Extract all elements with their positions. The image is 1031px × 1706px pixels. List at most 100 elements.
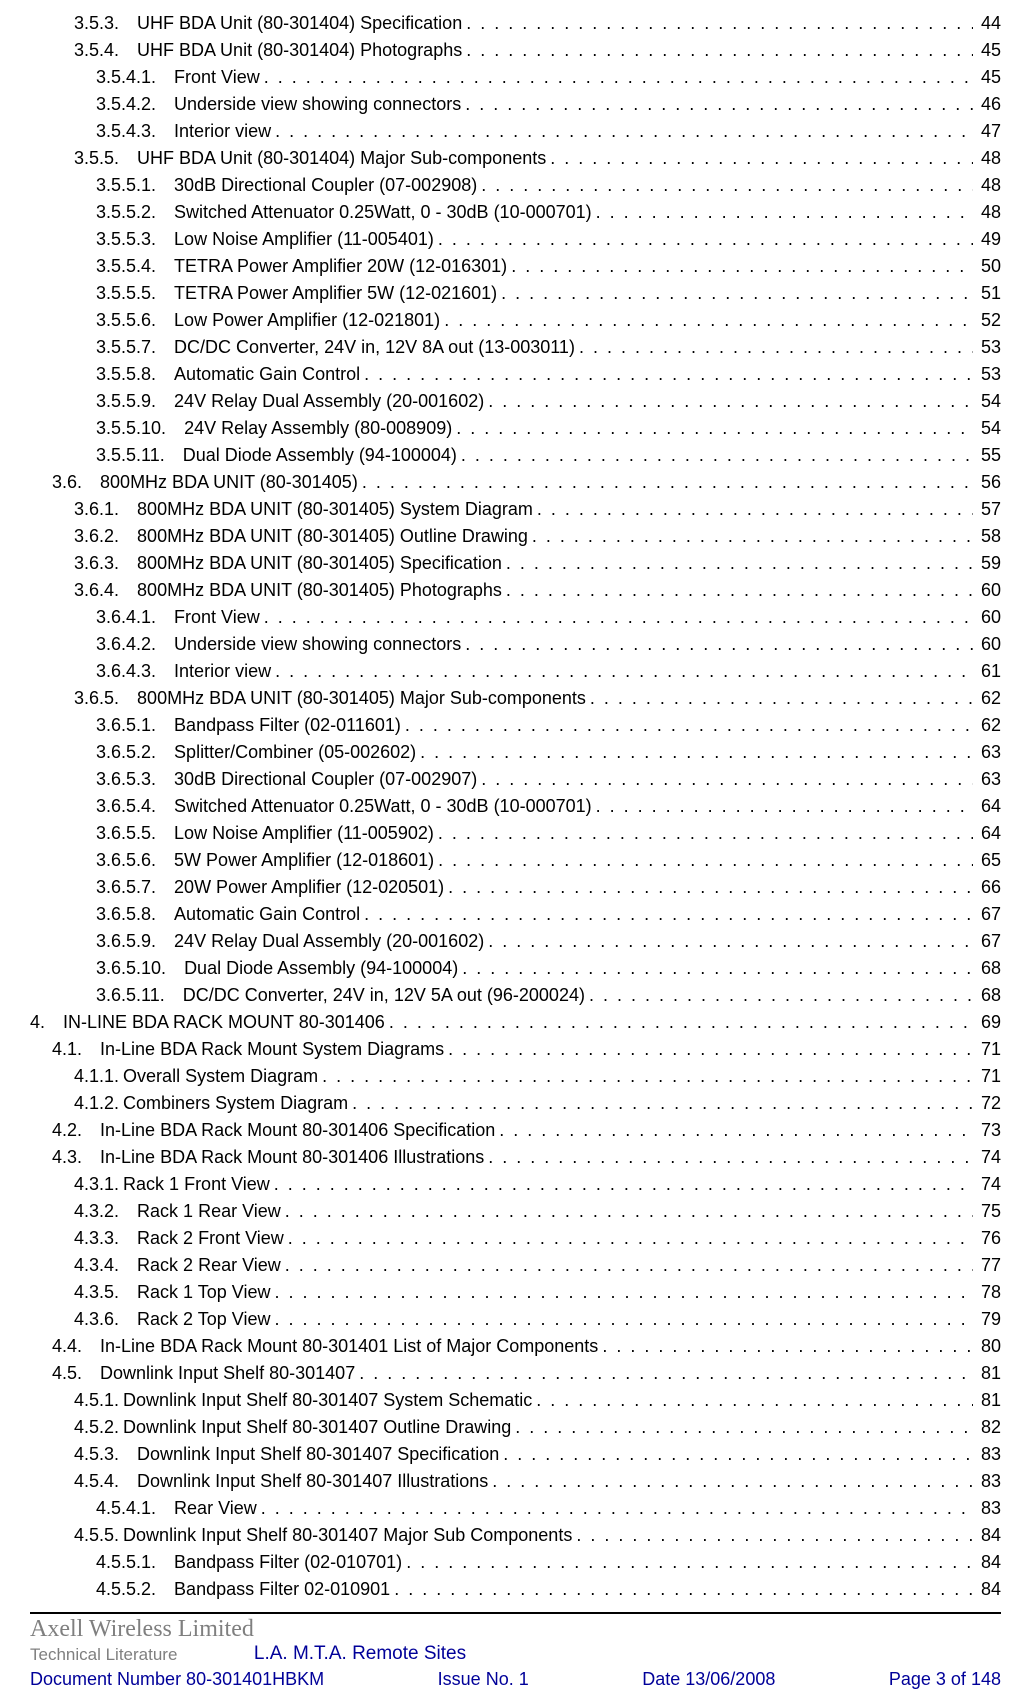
toc-entry: 3.6.2.800MHz BDA UNIT (80-301405) Outlin… xyxy=(74,523,1001,549)
toc-number: 4.3.4. xyxy=(74,1252,119,1278)
toc-leader-dots: . . . . . . . . . . . . . . . . . . . . … xyxy=(461,442,973,468)
toc-title: Interior view xyxy=(174,658,271,684)
toc-leader-dots: . . . . . . . . . . . . . . . . . . . . … xyxy=(576,1522,973,1548)
toc-entry: 3.5.5.7.DC/DC Converter, 24V in, 12V 8A … xyxy=(96,334,1001,360)
toc-number: 3.5.5.3. xyxy=(96,226,156,252)
toc-entry: 3.6.5.4.Switched Attenuator 0.25Watt, 0 … xyxy=(96,793,1001,819)
toc-page-number: 71 xyxy=(977,1063,1001,1089)
toc-leader-dots: . . . . . . . . . . . . . . . . . . . . … xyxy=(322,1063,973,1089)
toc-number: 4.5.4.1. xyxy=(96,1495,156,1521)
toc-number: 3.6.5.9. xyxy=(96,928,156,954)
toc-entry: 3.5.5.5.TETRA Power Amplifier 5W (12-021… xyxy=(96,280,1001,306)
toc-entry: 3.6.4.1.Front View. . . . . . . . . . . … xyxy=(96,604,1001,630)
toc-number: 3.6.5.10. xyxy=(96,955,166,981)
toc-page-number: 84 xyxy=(977,1522,1001,1548)
toc-leader-dots: . . . . . . . . . . . . . . . . . . . . … xyxy=(420,739,973,765)
toc-entry: 3.5.5.11.Dual Diode Assembly (94-100004)… xyxy=(96,442,1001,468)
toc-number: 3.6.5.7. xyxy=(96,874,156,900)
toc-leader-dots: . . . . . . . . . . . . . . . . . . . . … xyxy=(456,415,973,441)
toc-entry: 3.5.5.8.Automatic Gain Control. . . . . … xyxy=(96,361,1001,387)
toc-entry: 3.6.4.3.Interior view. . . . . . . . . .… xyxy=(96,658,1001,684)
toc-page-number: 62 xyxy=(977,712,1001,738)
toc-title: 20W Power Amplifier (12-020501) xyxy=(174,874,444,900)
toc-title: UHF BDA Unit (80-301404) Photographs xyxy=(137,37,462,63)
toc-page-number: 78 xyxy=(977,1279,1001,1305)
toc-page-number: 69 xyxy=(977,1009,1001,1035)
toc-leader-dots: . . . . . . . . . . . . . . . . . . . . … xyxy=(405,712,973,738)
toc-number: 3.6. xyxy=(52,469,82,495)
toc-entry: 4.5.2.Downlink Input Shelf 80-301407 Out… xyxy=(74,1414,1001,1440)
toc-leader-dots: . . . . . . . . . . . . . . . . . . . . … xyxy=(359,1360,973,1386)
toc-page-number: 74 xyxy=(977,1171,1001,1197)
toc-title: 5W Power Amplifier (12-018601) xyxy=(174,847,434,873)
toc-title: 800MHz BDA UNIT (80-301405) Major Sub-co… xyxy=(137,685,586,711)
toc-entry: 3.6.3.800MHz BDA UNIT (80-301405) Specif… xyxy=(74,550,1001,576)
toc-title: Rack 1 Rear View xyxy=(137,1198,281,1224)
toc-leader-dots: . . . . . . . . . . . . . . . . . . . . … xyxy=(466,37,973,63)
toc-entry: 3.5.5.3.Low Noise Amplifier (11-005401).… xyxy=(96,226,1001,252)
toc-page-number: 83 xyxy=(977,1468,1001,1494)
page-indicator: Page 3 of 148 xyxy=(889,1669,1001,1690)
toc-leader-dots: . . . . . . . . . . . . . . . . . . . . … xyxy=(550,145,973,171)
toc-entry: 4.5.5.Downlink Input Shelf 80-301407 Maj… xyxy=(74,1522,1001,1548)
toc-title: Splitter/Combiner (05-002602) xyxy=(174,739,416,765)
toc-page-number: 75 xyxy=(977,1198,1001,1224)
toc-page-number: 74 xyxy=(977,1144,1001,1170)
toc-title: Front View xyxy=(174,64,260,90)
toc-number: 4.5.5. xyxy=(74,1522,119,1548)
toc-entry: 3.5.4.1.Front View. . . . . . . . . . . … xyxy=(96,64,1001,90)
toc-leader-dots: . . . . . . . . . . . . . . . . . . . . … xyxy=(506,577,973,603)
toc-title: Overall System Diagram xyxy=(123,1063,318,1089)
toc-title: 800MHz BDA UNIT (80-301405) Photographs xyxy=(137,577,502,603)
toc-entry: 3.5.4.3.Interior view. . . . . . . . . .… xyxy=(96,118,1001,144)
toc-entry: 4.3.5.Rack 1 Top View. . . . . . . . . .… xyxy=(74,1279,1001,1305)
toc-number: 4.5.1. xyxy=(74,1387,119,1413)
toc-number: 4.4. xyxy=(52,1333,82,1359)
toc-entry: 4.1.2.Combiners System Diagram. . . . . … xyxy=(74,1090,1001,1116)
toc-entry: 3.5.5.1.30dB Directional Coupler (07-002… xyxy=(96,172,1001,198)
toc-entry: 3.6.5.9.24V Relay Dual Assembly (20-0016… xyxy=(96,928,1001,954)
toc-title: TETRA Power Amplifier 5W (12-021601) xyxy=(174,280,497,306)
toc-entry: 4.5.4.Downlink Input Shelf 80-301407 Ill… xyxy=(74,1468,1001,1494)
toc-leader-dots: . . . . . . . . . . . . . . . . . . . . … xyxy=(264,64,973,90)
toc-leader-dots: . . . . . . . . . . . . . . . . . . . . … xyxy=(492,1468,973,1494)
toc-page-number: 49 xyxy=(977,226,1001,252)
toc-title: Rack 1 Front View xyxy=(123,1171,270,1197)
toc-page-number: 47 xyxy=(977,118,1001,144)
toc-page-number: 64 xyxy=(977,820,1001,846)
toc-entry: 3.5.5.9.24V Relay Dual Assembly (20-0016… xyxy=(96,388,1001,414)
toc-title: Bandpass Filter (02-010701) xyxy=(174,1549,402,1575)
toc-page-number: 66 xyxy=(977,874,1001,900)
toc-title: Downlink Input Shelf 80-301407 Specifica… xyxy=(137,1441,499,1467)
toc-number: 3.5.5.2. xyxy=(96,199,156,225)
toc-entry: 4.3.1.Rack 1 Front View. . . . . . . . .… xyxy=(74,1171,1001,1197)
toc-entry: 4.3.In-Line BDA Rack Mount 80-301406 Ill… xyxy=(52,1144,1001,1170)
toc-page-number: 45 xyxy=(977,37,1001,63)
toc-entry: 4.5.5.2.Bandpass Filter 02-010901. . . .… xyxy=(96,1576,1001,1602)
toc-number: 3.6.5.8. xyxy=(96,901,156,927)
toc-entry: 4.3.6.Rack 2 Top View. . . . . . . . . .… xyxy=(74,1306,1001,1332)
toc-leader-dots: . . . . . . . . . . . . . . . . . . . . … xyxy=(285,1252,973,1278)
toc-title: Rack 2 Front View xyxy=(137,1225,284,1251)
toc-entry: 3.6.5.1.Bandpass Filter (02-011601). . .… xyxy=(96,712,1001,738)
toc-entry: 3.5.5.4.TETRA Power Amplifier 20W (12-01… xyxy=(96,253,1001,279)
toc-title: UHF BDA Unit (80-301404) Major Sub-compo… xyxy=(137,145,546,171)
toc-leader-dots: . . . . . . . . . . . . . . . . . . . . … xyxy=(503,1441,973,1467)
toc-page-number: 82 xyxy=(977,1414,1001,1440)
doc-date: Date 13/06/2008 xyxy=(642,1669,775,1690)
toc-number: 4. xyxy=(30,1009,45,1035)
toc-number: 3.6.4.3. xyxy=(96,658,156,684)
toc-leader-dots: . . . . . . . . . . . . . . . . . . . . … xyxy=(511,253,973,279)
toc-number: 4.3. xyxy=(52,1144,82,1170)
toc-number: 4.1.2. xyxy=(74,1090,119,1116)
toc-leader-dots: . . . . . . . . . . . . . . . . . . . . … xyxy=(481,766,973,792)
toc-number: 3.6.5.11. xyxy=(96,982,165,1008)
toc-entry: 3.5.5.10.24V Relay Assembly (80-008909).… xyxy=(96,415,1001,441)
toc-number: 3.6.4. xyxy=(74,577,119,603)
toc-leader-dots: . . . . . . . . . . . . . . . . . . . . … xyxy=(579,334,973,360)
toc-leader-dots: . . . . . . . . . . . . . . . . . . . . … xyxy=(264,604,973,630)
toc-number: 3.6.3. xyxy=(74,550,119,576)
toc-number: 4.3.5. xyxy=(74,1279,119,1305)
toc-leader-dots: . . . . . . . . . . . . . . . . . . . . … xyxy=(364,361,973,387)
toc-number: 4.3.1. xyxy=(74,1171,119,1197)
